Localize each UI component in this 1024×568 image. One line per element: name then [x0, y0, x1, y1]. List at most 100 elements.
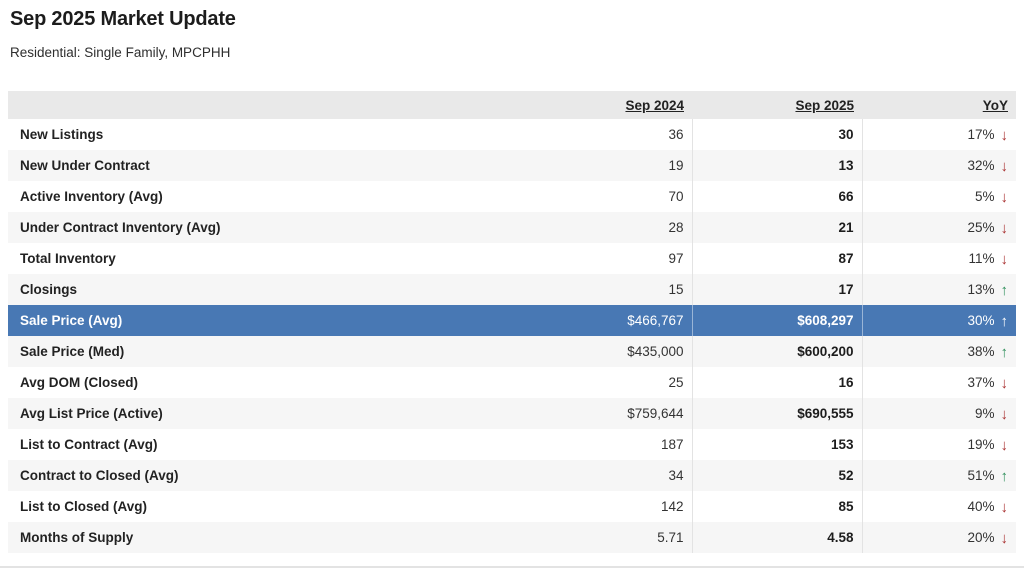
yoy-value: 20%	[967, 529, 995, 545]
arrow-down-icon: ↓	[1000, 157, 1009, 175]
table-row[interactable]: Closings 15 17 13% ↑	[8, 274, 1016, 305]
column-header-sep-2025-label: Sep 2025	[795, 97, 854, 113]
value-sep-2025: 85	[692, 491, 863, 522]
value-sep-2025: 153	[692, 429, 863, 460]
arrow-down-icon: ↓	[1000, 405, 1009, 423]
table-row[interactable]: Contract to Closed (Avg) 34 52 51% ↑	[8, 460, 1016, 491]
metric-label: List to Closed (Avg)	[20, 499, 147, 514]
column-header-sep-2024-label: Sep 2024	[625, 97, 684, 113]
metric-label: Sale Price (Avg)	[20, 313, 123, 328]
yoy-value: 17%	[967, 126, 995, 142]
yoy-value: 32%	[967, 157, 995, 173]
column-header-sep-2024[interactable]: Sep 2024	[452, 91, 692, 119]
yoy-cell: 40% ↓	[862, 491, 1016, 522]
table-header-row: Sep 2024 Sep 2025 YoY	[8, 91, 1016, 119]
table-row[interactable]: Active Inventory (Avg) 70 66 5% ↓	[8, 181, 1016, 212]
page-bottom-divider	[0, 566, 1024, 568]
arrow-down-icon: ↓	[1000, 126, 1009, 144]
yoy-value: 25%	[967, 219, 995, 235]
value-sep-2025: 16	[692, 367, 863, 398]
table-row[interactable]: Total Inventory 97 87 11% ↓	[8, 243, 1016, 274]
yoy-value: 40%	[967, 498, 995, 514]
yoy-value: 9%	[974, 405, 995, 421]
value-sep-2025: $608,297	[692, 305, 863, 336]
table-row[interactable]: Avg DOM (Closed) 25 16 37% ↓	[8, 367, 1016, 398]
arrow-up-icon: ↑	[1000, 312, 1009, 330]
value-sep-2025: 21	[692, 212, 863, 243]
arrow-up-icon: ↑	[1000, 281, 1009, 299]
yoy-value: 11%	[968, 250, 995, 266]
table-row[interactable]: Avg List Price (Active) $759,644 $690,55…	[8, 398, 1016, 429]
arrow-down-icon: ↓	[1000, 250, 1009, 268]
yoy-cell: 51% ↑	[862, 460, 1016, 491]
column-header-metric	[8, 91, 452, 119]
table-body: New Listings 36 30 17% ↓ New Under Contra…	[8, 119, 1016, 553]
metric-label: Total Inventory	[20, 251, 116, 266]
yoy-value: 19%	[967, 436, 995, 452]
value-sep-2025: 13	[692, 150, 863, 181]
value-sep-2024: 97	[452, 243, 693, 274]
yoy-cell: 25% ↓	[862, 212, 1016, 243]
value-sep-2024: 36	[452, 119, 693, 150]
yoy-cell: 11% ↓	[862, 243, 1016, 274]
value-sep-2024: 15	[452, 274, 693, 305]
metric-label: New Under Contract	[20, 158, 150, 173]
arrow-down-icon: ↓	[1000, 436, 1009, 454]
metric-label: Under Contract Inventory (Avg)	[20, 220, 221, 235]
yoy-cell: 37% ↓	[862, 367, 1016, 398]
arrow-down-icon: ↓	[1000, 374, 1009, 392]
metric-label: Closings	[20, 282, 78, 297]
yoy-cell: 5% ↓	[862, 181, 1016, 212]
arrow-down-icon: ↓	[1000, 529, 1009, 547]
value-sep-2024: $435,000	[452, 336, 693, 367]
value-sep-2025: 17	[692, 274, 863, 305]
arrow-down-icon: ↓	[1000, 188, 1009, 206]
yoy-cell: 9% ↓	[862, 398, 1016, 429]
table-row[interactable]: Sale Price (Med) $435,000 $600,200 38% ↑	[8, 336, 1016, 367]
table-row[interactable]: List to Contract (Avg) 187 153 19% ↓	[8, 429, 1016, 460]
table-row[interactable]: Months of Supply 5.71 4.58 20% ↓	[8, 522, 1016, 553]
yoy-cell: 13% ↑	[862, 274, 1016, 305]
metric-label: Active Inventory (Avg)	[20, 189, 163, 204]
table-row[interactable]: Under Contract Inventory (Avg) 28 21 25%…	[8, 212, 1016, 243]
yoy-cell: 17% ↓	[862, 119, 1016, 150]
value-sep-2024: 5.71	[452, 522, 693, 553]
column-header-sep-2025[interactable]: Sep 2025	[692, 91, 862, 119]
column-header-yoy[interactable]: YoY	[862, 91, 1016, 119]
metric-label: New Listings	[20, 127, 104, 142]
value-sep-2024: $466,767	[452, 305, 693, 336]
yoy-value: 30%	[967, 312, 995, 328]
metric-label: Avg List Price (Active)	[20, 406, 163, 421]
value-sep-2024: 142	[452, 491, 693, 522]
value-sep-2024: 34	[452, 460, 693, 491]
yoy-value: 38%	[967, 343, 995, 359]
value-sep-2025: 87	[692, 243, 863, 274]
yoy-cell: 30% ↑	[862, 305, 1016, 336]
value-sep-2024: $759,644	[452, 398, 693, 429]
value-sep-2025: 66	[692, 181, 863, 212]
table-row[interactable]: New Under Contract 19 13 32% ↓	[8, 150, 1016, 181]
metric-label: List to Contract (Avg)	[20, 437, 158, 452]
yoy-value: 51%	[967, 467, 995, 483]
value-sep-2024: 28	[452, 212, 693, 243]
yoy-cell: 19% ↓	[862, 429, 1016, 460]
yoy-value: 37%	[967, 374, 995, 390]
column-header-yoy-label: YoY	[982, 97, 1008, 113]
page-title: Sep 2025 Market Update	[10, 8, 236, 30]
table-row[interactable]: Sale Price (Avg) $466,767 $608,297 30% ↑	[8, 305, 1016, 336]
arrow-down-icon: ↓	[1000, 219, 1009, 237]
value-sep-2024: 187	[452, 429, 693, 460]
yoy-cell: 32% ↓	[862, 150, 1016, 181]
metric-label: Contract to Closed (Avg)	[20, 468, 179, 483]
value-sep-2025: 4.58	[692, 522, 863, 553]
yoy-value: 13%	[967, 281, 995, 297]
arrow-up-icon: ↑	[1000, 343, 1009, 361]
metric-label: Months of Supply	[20, 530, 134, 545]
value-sep-2024: 25	[452, 367, 693, 398]
table-row[interactable]: List to Closed (Avg) 142 85 40% ↓	[8, 491, 1016, 522]
table-row[interactable]: New Listings 36 30 17% ↓	[8, 119, 1016, 150]
yoy-cell: 38% ↑	[862, 336, 1016, 367]
value-sep-2024: 19	[452, 150, 693, 181]
metric-label: Avg DOM (Closed)	[20, 375, 138, 390]
